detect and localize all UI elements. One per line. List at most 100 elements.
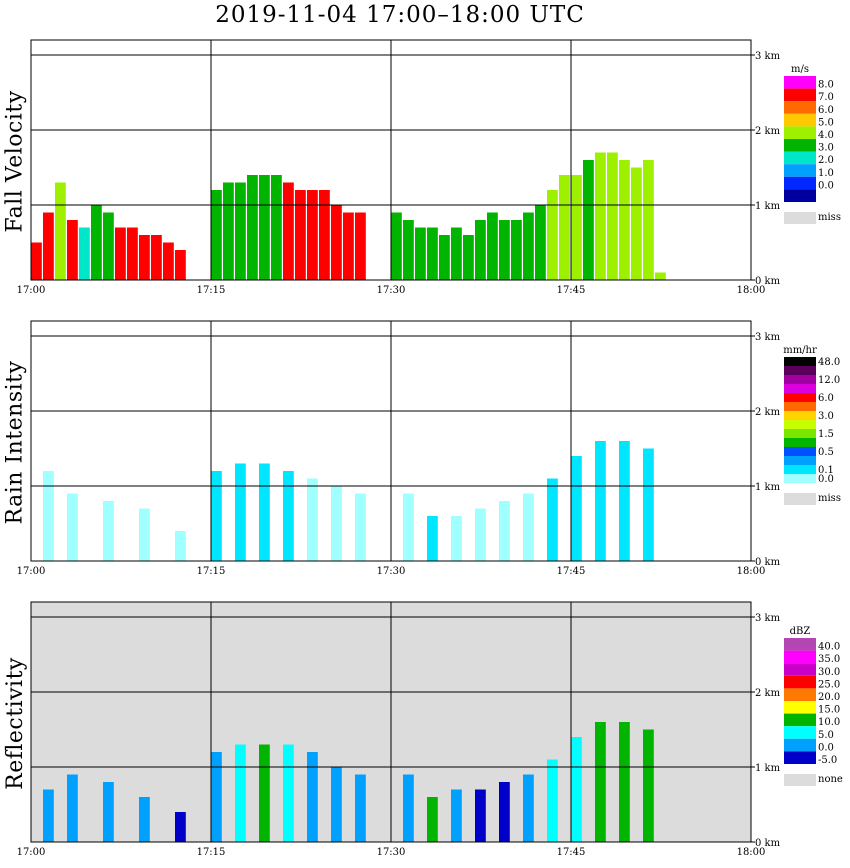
fall-velocity-column-20 <box>295 190 306 280</box>
fall-velocity-column-2 <box>55 182 66 280</box>
fall-velocity-legend-swatch-9 <box>784 189 816 202</box>
rain-intensity-xtick-1: 17:15 <box>197 566 226 577</box>
reflectivity-column-1 <box>67 774 78 842</box>
fall-velocity-xtick-1: 17:15 <box>197 285 226 296</box>
rain-intensity-column-13 <box>427 516 438 561</box>
reflectivity-legend-label-8: 0.0 <box>818 742 834 753</box>
reflectivity-legend-label-3: 25.0 <box>818 679 840 690</box>
rain-intensity-column-16 <box>499 501 510 561</box>
reflectivity-column-18 <box>547 759 558 842</box>
reflectivity-xtick-1: 17:15 <box>197 847 226 858</box>
fall-velocity-frame <box>30 39 752 281</box>
reflectivity-legend-swatch-6 <box>784 713 816 727</box>
reflectivity-legend-miss-swatch <box>784 774 816 786</box>
fall-velocity-column-21 <box>307 190 318 280</box>
fall-velocity-column-48 <box>655 272 666 280</box>
rain-intensity-legend-label-6: 3.0 <box>818 411 834 422</box>
rain-intensity-legend-miss-label: miss <box>818 493 841 504</box>
rain-intensity-xtick-4: 18:00 <box>737 566 766 577</box>
rain-intensity-column-4 <box>175 531 186 561</box>
rain-intensity-column-3 <box>139 508 150 561</box>
reflectivity-legend-swatch-9 <box>784 751 816 764</box>
rain-intensity-legend-swatch-10 <box>784 447 816 456</box>
fall-velocity-column-3 <box>67 220 78 280</box>
fall-velocity-column-25 <box>355 212 366 280</box>
fall-velocity-legend-label-8: 0.0 <box>818 180 834 191</box>
fall-velocity-column-26 <box>391 212 402 280</box>
rain-intensity-legend-label-8: 1.5 <box>818 429 834 440</box>
fall-velocity-column-11 <box>163 242 174 280</box>
fall-velocity-column-5 <box>91 205 102 280</box>
rain-intensity-ytick-0: 0 km <box>755 557 781 568</box>
reflectivity-legend-label-5: 15.0 <box>818 705 840 716</box>
reflectivity-legend-swatch-7 <box>784 726 816 739</box>
reflectivity-legend-swatch-0 <box>784 638 816 651</box>
rain-intensity-plot: 17:00 17:15 17:30 17:45 18:000 km 1 km 2 km 3 k… <box>17 320 841 577</box>
rain-intensity-legend-label-13: 0.0 <box>818 474 834 485</box>
rain-intensity-legend-swatch-0 <box>784 357 816 366</box>
rain-intensity-legend-label-12: 0.1 <box>818 465 834 476</box>
fall-velocity-column-38 <box>535 205 546 280</box>
fall-velocity-column-22 <box>319 190 330 280</box>
fall-velocity-legend-miss-label: miss <box>818 212 841 223</box>
fall-velocity-legend-swatch-6 <box>784 151 816 165</box>
reflectivity-column-15 <box>475 789 486 842</box>
fall-velocity-legend-label-3: 5.0 <box>818 117 834 128</box>
rain-intensity-panel: Rain Intensity 17:00 17:15 17:30 17:45 18:00… <box>0 303 850 585</box>
reflectivity-column-20 <box>595 722 606 842</box>
fall-velocity-column-10 <box>151 235 162 280</box>
fall-velocity-column-14 <box>223 182 234 280</box>
fall-velocity-legend-swatch-5 <box>784 139 816 152</box>
reflectivity-column-17 <box>523 774 534 842</box>
rain-intensity-column-5 <box>211 471 222 561</box>
rain-intensity-legend-swatch-2 <box>784 375 816 384</box>
reflectivity-column-21 <box>619 722 630 842</box>
reflectivity-column-4 <box>175 812 186 842</box>
rain-intensity-legend-swatch-7 <box>784 420 816 429</box>
fall-velocity-column-13 <box>211 190 222 280</box>
reflectivity-column-16 <box>499 782 510 842</box>
fall-velocity-column-15 <box>235 182 246 280</box>
rain-intensity-column-2 <box>103 501 114 561</box>
fall-velocity-column-0 <box>31 242 42 280</box>
reflectivity-column-2 <box>103 782 114 842</box>
reflectivity-column-13 <box>427 797 438 842</box>
fall-velocity-column-32 <box>463 235 474 280</box>
fall-velocity-column-45 <box>619 160 630 280</box>
fall-velocity-panel: Fall Velocity 17:00 17:15 17:30 17:45 18:00 0… <box>0 22 850 304</box>
fall-velocity-column-46 <box>631 167 642 280</box>
fall-velocity-xtick-0: 17:00 <box>17 285 46 296</box>
fall-velocity-legend-swatch-7 <box>784 164 816 177</box>
reflectivity-legend-swatch-8 <box>784 738 816 752</box>
fall-velocity-column-37 <box>523 212 534 280</box>
fall-velocity-column-18 <box>271 175 282 280</box>
rain-intensity-legend-swatch-1 <box>784 366 816 375</box>
fall-velocity-xtick-4: 18:00 <box>737 285 766 296</box>
rain-intensity-legend-label-2: 12.0 <box>818 375 840 386</box>
fall-velocity-legend-label-1: 7.0 <box>818 92 834 103</box>
rain-intensity-column-12 <box>403 493 414 561</box>
fall-velocity-legend-swatch-3 <box>784 113 816 127</box>
fall-velocity-column-7 <box>115 227 126 280</box>
rain-intensity-legend-swatch-13 <box>784 474 816 483</box>
rain-intensity-ytick-2: 2 km <box>755 407 781 418</box>
rain-intensity-column-10 <box>331 486 342 561</box>
fall-velocity-column-8 <box>127 227 138 280</box>
rain-intensity-legend-swatch-4 <box>784 393 816 402</box>
fall-velocity-column-24 <box>343 212 354 280</box>
reflectivity-column-11 <box>355 774 366 842</box>
rain-intensity-column-15 <box>475 508 486 561</box>
reflectivity-legend-swatch-4 <box>784 688 816 701</box>
reflectivity-legend-miss-label: none <box>818 774 843 785</box>
reflectivity-column-19 <box>571 737 582 842</box>
fall-velocity-legend-label-7: 1.0 <box>818 168 834 179</box>
rain-intensity-frame <box>30 320 752 562</box>
reflectivity-legend-swatch-1 <box>784 650 816 664</box>
reflectivity-column-22 <box>643 729 654 842</box>
fall-velocity-column-47 <box>643 160 654 280</box>
rain-intensity-column-11 <box>355 493 366 561</box>
fall-velocity-column-43 <box>595 152 606 280</box>
reflectivity-column-3 <box>139 797 150 842</box>
rain-intensity-legend-label-0: 48.0 <box>818 357 840 368</box>
fall-velocity-column-42 <box>583 160 594 280</box>
